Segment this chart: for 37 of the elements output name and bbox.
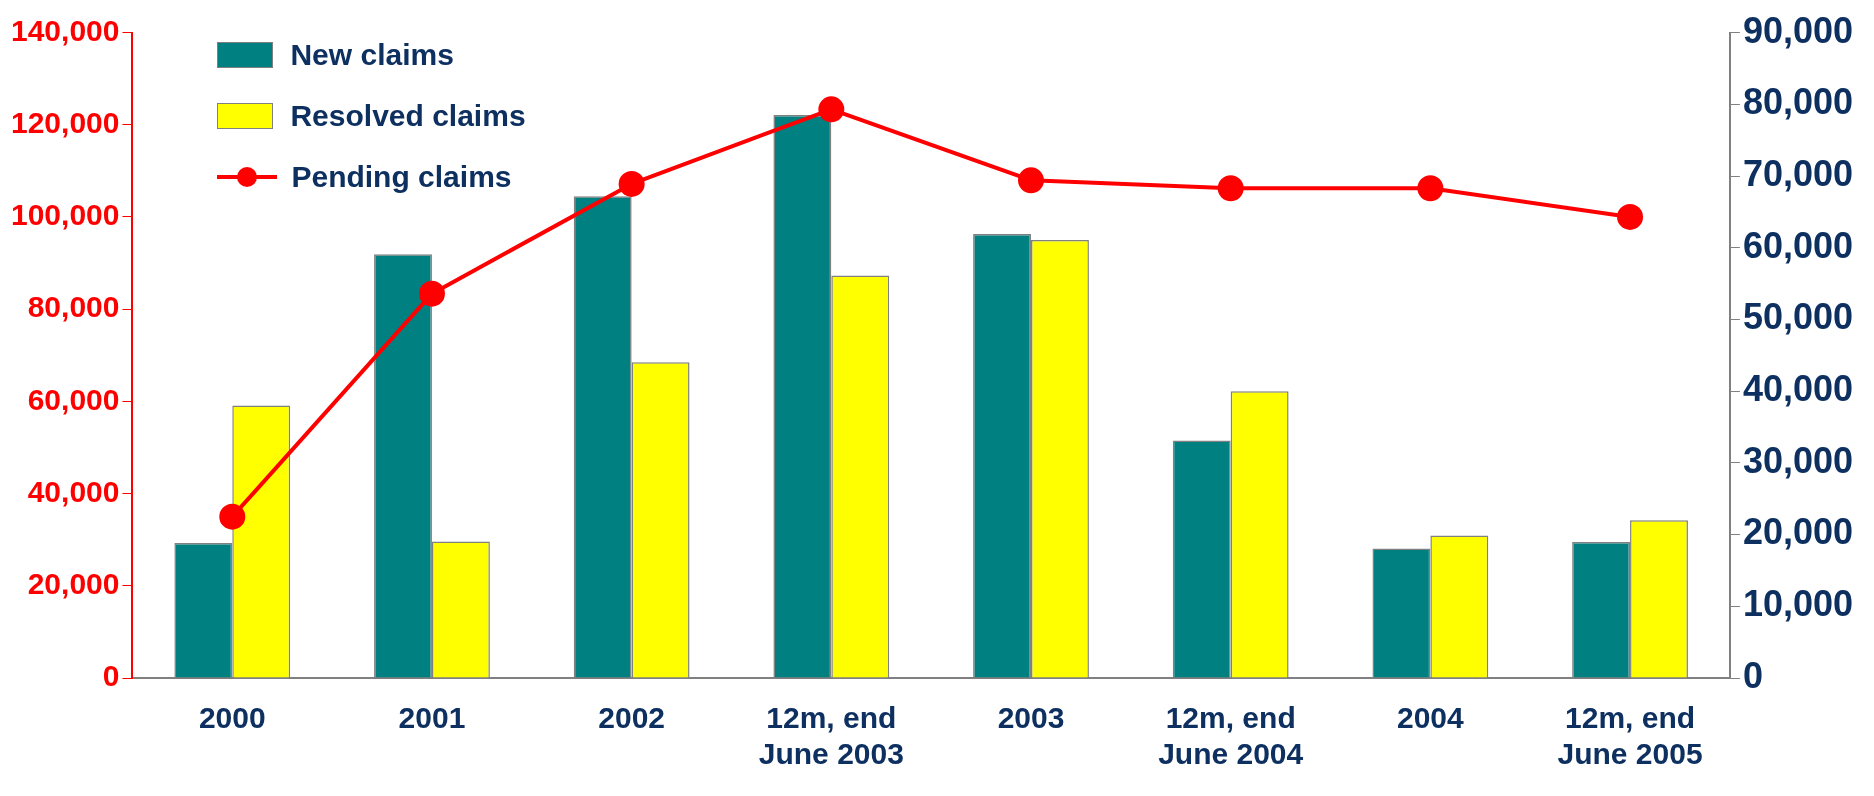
y2-tick-label: 80,000 (1742, 81, 1853, 123)
y-tick-label: 40,000 (27, 474, 120, 508)
point (1417, 175, 1444, 202)
point (818, 96, 845, 123)
point (1217, 175, 1244, 202)
x-tick-label: 2002 (598, 701, 666, 735)
y-tick-label: 120,000 (10, 106, 120, 140)
y2-tick-label: 70,000 (1742, 152, 1853, 194)
y2-tick-label: 20,000 (1742, 511, 1853, 553)
y2-tick-label: 10,000 (1742, 583, 1853, 625)
x-tick-label: 2000 (198, 701, 266, 735)
y-tick-label: 20,000 (27, 567, 120, 601)
x-tick-label: 2001 (398, 701, 466, 735)
legend-label: New claims (290, 38, 454, 73)
x-tick-label: 12m, end June 2003 (758, 701, 904, 771)
legend-label: Pending claims (291, 160, 512, 195)
point (219, 503, 246, 530)
y2-tick-label: 50,000 (1742, 296, 1853, 338)
y2-tick-label: 30,000 (1742, 439, 1853, 481)
point (618, 170, 645, 197)
y-tick-label: 60,000 (27, 382, 120, 416)
x-tick-label: 2004 (1396, 701, 1465, 735)
y2-tick-label: 0 (1742, 654, 1763, 696)
y-tick-label: 140,000 (10, 13, 120, 47)
y-tick-label: 100,000 (10, 198, 120, 232)
legend-label: Resolved claims (290, 99, 526, 134)
x-tick-label: 12m, end June 2005 (1557, 701, 1703, 771)
y-tick-label: 0 (102, 659, 120, 693)
point (1018, 167, 1045, 194)
x-tick-label: 2003 (997, 701, 1065, 735)
y2-tick-label: 90,000 (1742, 9, 1853, 51)
x-tick-label: 12m, end June 2004 (1158, 701, 1304, 771)
y2-tick-label: 40,000 (1742, 368, 1853, 410)
point (418, 280, 445, 307)
point (1617, 203, 1644, 230)
y-tick-label: 80,000 (27, 290, 120, 324)
y2-tick-label: 60,000 (1742, 224, 1853, 266)
